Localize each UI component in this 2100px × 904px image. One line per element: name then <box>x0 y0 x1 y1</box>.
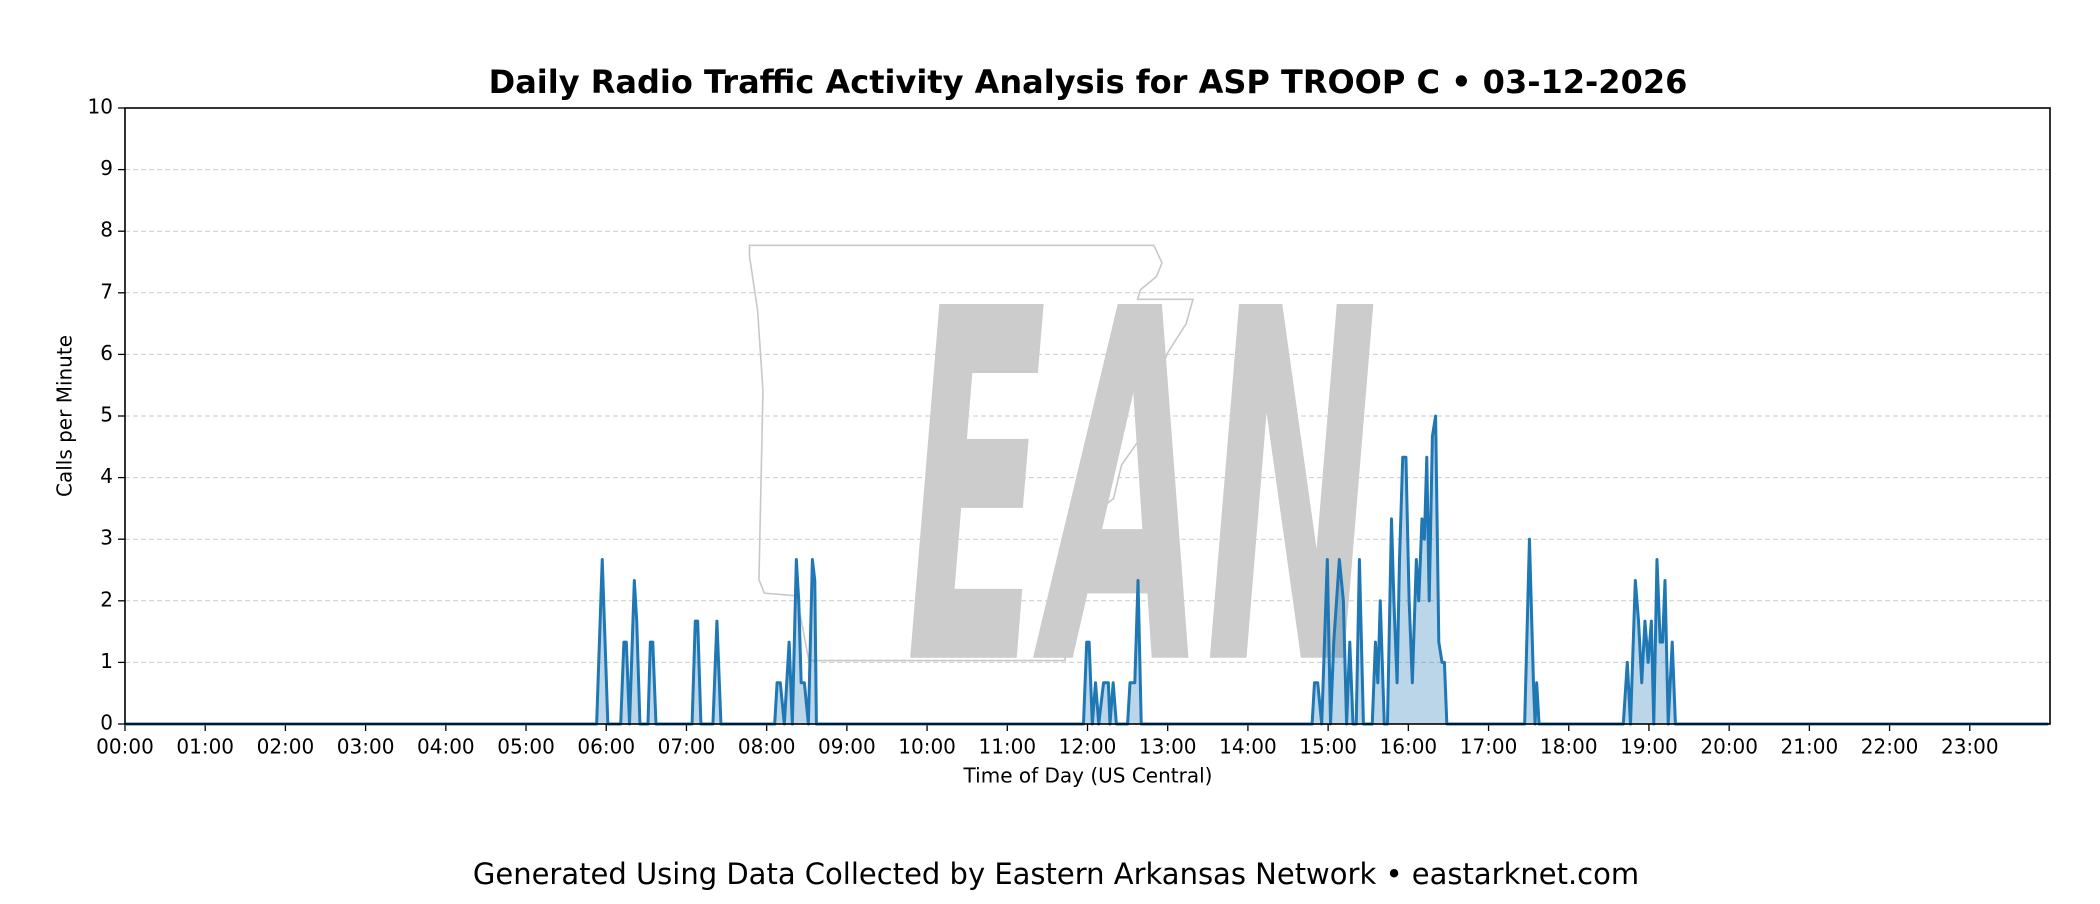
x-tick-label: 14:00 <box>1219 735 1277 759</box>
plot-frame <box>124 107 2051 725</box>
x-tick-label: 05:00 <box>497 735 555 759</box>
x-tick-label: 09:00 <box>818 735 876 759</box>
x-tick-label: 17:00 <box>1460 735 1518 759</box>
x-tick-label: 00:00 <box>96 735 154 759</box>
y-tick-label: 9 <box>100 156 113 180</box>
x-tick-label: 12:00 <box>1059 735 1117 759</box>
x-tick-label: 08:00 <box>738 735 796 759</box>
state-outline <box>748 244 1195 662</box>
x-tick-label: 13:00 <box>1139 735 1197 759</box>
x-tick-label: 18:00 <box>1540 735 1598 759</box>
y-tick-label: 6 <box>100 341 113 365</box>
x-tick-label: 15:00 <box>1299 735 1357 759</box>
x-axis-label: Time of Day (US Central) <box>963 764 1213 788</box>
x-tick-label: 07:00 <box>658 735 716 759</box>
y-tick-label: 4 <box>100 464 113 488</box>
x-tick-label: 22:00 <box>1861 735 1919 759</box>
x-tick-label: 03:00 <box>337 735 395 759</box>
y-tick-label: 5 <box>100 403 113 427</box>
x-tick-label: 10:00 <box>898 735 956 759</box>
x-tick-label: 04:00 <box>417 735 475 759</box>
x-tick-label: 01:00 <box>176 735 234 759</box>
x-tick-label: 11:00 <box>978 735 1036 759</box>
x-tick-label: 06:00 <box>577 735 635 759</box>
chart-title: Daily Radio Traffic Activity Analysis fo… <box>489 63 1688 101</box>
x-tick-label: 23:00 <box>1941 735 1999 759</box>
x-tick-label: 19:00 <box>1620 735 1678 759</box>
x-tick-label: 21:00 <box>1781 735 1839 759</box>
y-tick-label: 1 <box>100 649 113 673</box>
watermark-text: EAN <box>906 209 1378 773</box>
y-tick-label: 10 <box>88 95 113 119</box>
watermark: EAN <box>748 209 1378 773</box>
y-tick-label: 8 <box>100 218 113 242</box>
y-tick-label: 0 <box>100 711 113 735</box>
y-tick-label: 7 <box>100 279 113 303</box>
footer: Generated Using Data Collected by Easter… <box>473 857 1639 891</box>
y-tick-label: 3 <box>100 526 113 550</box>
x-tick-label: 02:00 <box>257 735 315 759</box>
y-tick-label: 2 <box>100 587 113 611</box>
x-tick-label: 20:00 <box>1700 735 1758 759</box>
x-tick-label: 16:00 <box>1380 735 1438 759</box>
y-axis-label: Calls per Minute <box>53 335 77 497</box>
line <box>125 414 2049 726</box>
